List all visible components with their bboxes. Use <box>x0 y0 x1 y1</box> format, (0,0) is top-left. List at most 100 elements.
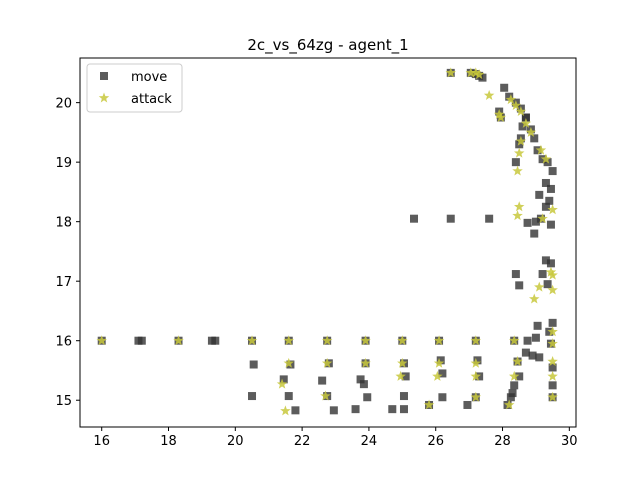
data-point-attack <box>545 266 557 277</box>
data-point-attack <box>397 335 408 346</box>
data-point-move <box>318 376 327 385</box>
data-point-move <box>531 217 540 226</box>
data-point-attack <box>547 370 558 381</box>
data-point-move <box>521 113 530 122</box>
data-point-move <box>438 393 447 402</box>
data-point-move <box>510 381 519 390</box>
series-attack <box>96 67 558 416</box>
axes-frame <box>79 57 577 428</box>
data-point-attack <box>503 399 515 410</box>
data-point-move <box>518 122 527 131</box>
legend-label: attack <box>131 92 172 107</box>
data-point-attack <box>470 335 482 346</box>
x-tick-label: 30 <box>561 434 578 449</box>
data-point-attack <box>321 357 333 368</box>
data-point-move <box>291 406 300 415</box>
data-point-move <box>511 270 520 279</box>
data-point-move <box>410 214 419 223</box>
data-point-move <box>511 158 520 167</box>
data-point-move <box>538 155 547 164</box>
data-point-move <box>548 318 557 327</box>
data-point-move <box>541 202 550 211</box>
legend: move attack <box>86 63 183 113</box>
data-point-move <box>530 134 539 143</box>
y-tick-label: 19 <box>55 156 72 171</box>
data-point-attack <box>512 210 523 221</box>
legend-item-move: move <box>100 70 167 85</box>
data-point-attack <box>360 335 371 346</box>
data-point-move <box>351 405 360 414</box>
data-point-move <box>485 214 494 223</box>
data-point-move <box>506 393 515 402</box>
data-point-attack <box>173 335 184 346</box>
data-point-attack <box>495 112 507 122</box>
data-point-move <box>500 83 509 92</box>
data-point-move <box>508 389 517 398</box>
data-point-attack <box>515 135 527 146</box>
data-point-move <box>533 146 542 155</box>
x-tick-label: 16 <box>93 434 110 449</box>
data-point-attack <box>505 94 517 105</box>
data-point-move <box>436 356 445 365</box>
data-point-move <box>535 190 544 199</box>
data-point-move <box>523 218 532 227</box>
data-point-attack <box>360 357 371 368</box>
legend-marker-square <box>100 72 108 80</box>
data-point-move <box>401 372 410 381</box>
data-point-move <box>356 375 365 384</box>
data-point-attack <box>540 153 552 164</box>
data-point-attack <box>510 100 522 111</box>
data-point-move <box>279 375 288 384</box>
x-tick-label: 28 <box>494 434 511 449</box>
x-tick-label: 18 <box>160 434 177 449</box>
data-point-move <box>523 336 532 345</box>
data-point-attack <box>493 109 505 119</box>
data-point-attack <box>246 335 258 346</box>
data-point-attack <box>537 213 548 224</box>
data-point-move <box>284 392 293 401</box>
data-point-attack <box>470 391 482 402</box>
data-point-attack <box>321 335 333 346</box>
data-point-move <box>541 178 550 187</box>
data-point-move <box>548 363 557 372</box>
data-point-attack <box>547 284 558 295</box>
data-point-move <box>538 270 547 279</box>
y-tick-label: 17 <box>55 275 72 290</box>
data-point-move <box>515 372 524 381</box>
y-tick-label: 15 <box>55 394 72 409</box>
data-point-attack <box>470 67 482 78</box>
data-point-move <box>363 393 372 402</box>
data-point-attack <box>470 370 482 381</box>
data-point-move <box>248 392 257 401</box>
x-axis: 16 18 20 22 24 26 28 30 <box>93 427 578 449</box>
data-point-move <box>548 167 557 176</box>
data-point-attack <box>96 335 107 346</box>
data-point-attack <box>473 69 485 80</box>
data-point-move <box>548 381 557 390</box>
data-point-attack <box>547 326 558 337</box>
data-point-attack <box>423 399 435 410</box>
data-point-attack <box>470 357 482 368</box>
data-point-attack <box>395 370 406 381</box>
data-point-attack <box>547 269 558 280</box>
data-point-move <box>505 92 514 101</box>
y-axis: 15 16 17 18 19 20 <box>55 97 80 409</box>
data-point-attack <box>547 356 558 366</box>
data-point-move <box>531 333 540 342</box>
data-point-attack <box>280 405 291 416</box>
x-tick-label: 20 <box>227 434 244 449</box>
data-point-attack <box>515 106 527 117</box>
data-point-attack <box>512 165 523 176</box>
y-tick-label: 18 <box>55 216 72 231</box>
data-point-move <box>473 356 482 365</box>
data-point-move <box>438 369 447 378</box>
legend-box <box>86 63 183 113</box>
data-point-move <box>543 280 552 289</box>
data-point-move <box>515 281 524 290</box>
legend-item-attack: attack <box>98 92 172 107</box>
data-point-attack <box>320 390 331 401</box>
data-point-move <box>137 336 146 345</box>
data-point-attack <box>513 147 525 158</box>
data-point-attack <box>508 370 520 381</box>
